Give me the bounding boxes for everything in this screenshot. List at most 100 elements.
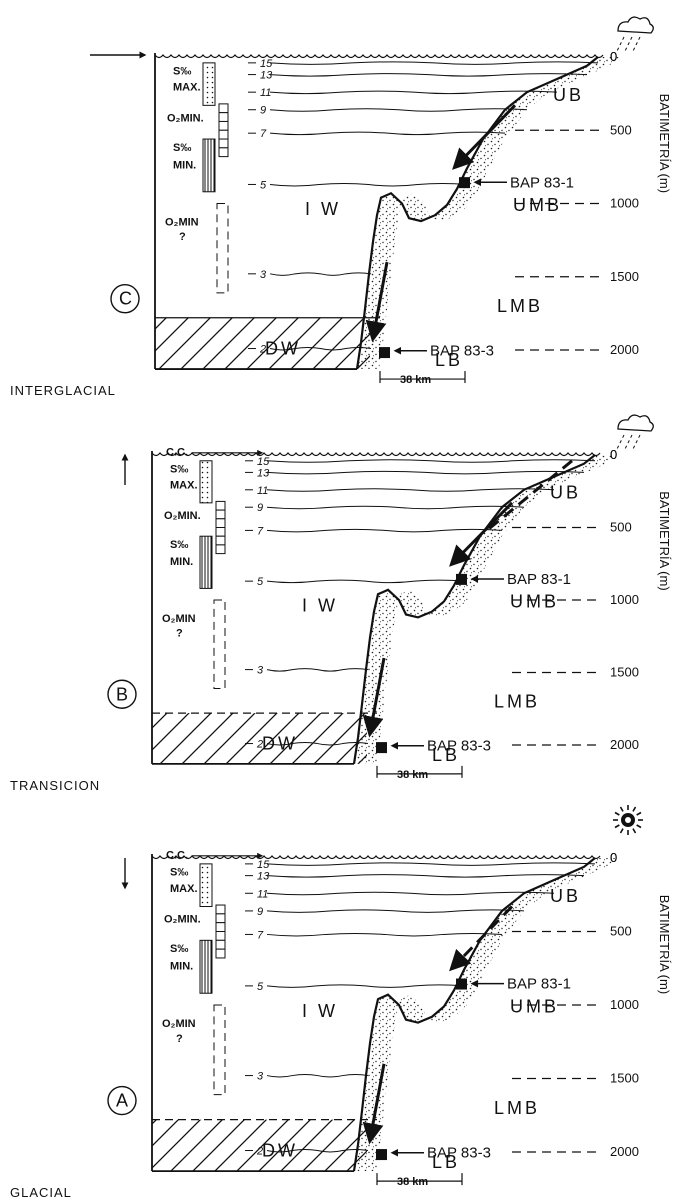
scale-label: 38 km (397, 1176, 428, 1188)
salinity-max-label: S‰ (173, 66, 191, 78)
core-marker-shallow (456, 978, 467, 990)
zone-lmb: LMB (494, 691, 540, 711)
scale-label: 38 km (400, 374, 431, 386)
rain-line (615, 36, 625, 54)
depth-tick-label: 1000 (610, 196, 639, 211)
salinity-max-bar (199, 863, 213, 908)
depth-tick-label: 0 (610, 447, 617, 462)
zone-umb: UMB (510, 996, 559, 1016)
isotherm-line (266, 488, 555, 492)
core-marker-shallow (459, 177, 470, 189)
salinity-max-bar (199, 460, 213, 504)
rain-line (615, 434, 625, 452)
core-label-shallow: BAP 83-1 (507, 571, 571, 588)
isotherm-label: 7 (257, 525, 264, 537)
zone-ub: UB (550, 886, 581, 906)
isotherm-label: 2 (256, 1146, 263, 1158)
deep-water-hatch (152, 1119, 367, 1172)
oxygen-min-uncertain-label: O₂MIN (162, 613, 196, 625)
salinity-max-label: MAX. (173, 82, 201, 94)
isotherm-label: 3 (257, 1071, 264, 1083)
depth-tick-label: 1500 (610, 269, 639, 284)
core-marker-deep (376, 742, 387, 754)
scale-label: 38 km (397, 769, 428, 781)
isotherm-line (266, 932, 503, 937)
isotherm-label: 9 (260, 105, 266, 117)
isotherm-line (266, 984, 465, 988)
panel-letter: A (116, 1091, 131, 1111)
salinity-min-bar (199, 939, 213, 994)
oxygen-min-box (215, 518, 226, 528)
isotherm-label: 7 (260, 128, 267, 140)
isotherm-label: 15 (257, 859, 270, 871)
depth-tick-label: 500 (610, 520, 632, 535)
oxygen-min-box (215, 931, 226, 941)
deep-water-hatch (155, 317, 370, 370)
depth-tick-label: 2000 (610, 342, 639, 357)
panel-stage: TRANSICION (10, 778, 100, 793)
salinity-max-bar (202, 62, 216, 106)
oxygen-min-box (218, 138, 229, 149)
rain-line (631, 36, 641, 54)
panel-letter-circle (110, 284, 140, 314)
zone-ub: UB (550, 483, 581, 503)
depth-tick-label: 0 (610, 850, 617, 865)
rain-line (623, 434, 633, 452)
slope-flow-arrow (452, 104, 517, 170)
salinity-min-label: S‰ (170, 539, 188, 551)
panel-letter-circle (107, 679, 137, 709)
sun-ray (614, 811, 620, 816)
isotherm-line (266, 909, 525, 913)
oxygen-min-uncertain-label: ? (176, 1033, 183, 1045)
salinity-min-label: S‰ (170, 943, 188, 955)
oxygen-min-box (215, 904, 226, 915)
oxygen-min-box (218, 147, 229, 158)
water-mass-dw: DW (265, 338, 301, 358)
oxygen-min-box (215, 509, 226, 520)
panel-letter: B (116, 684, 131, 704)
panel-letter: C (119, 289, 135, 309)
salinity-min-label: S‰ (173, 142, 191, 154)
isotherm-label: 5 (260, 179, 267, 191)
oxygen-min-uncertain-label: O₂MIN (165, 216, 199, 228)
cloud-icon (615, 16, 654, 54)
water-mass-iw: I W (302, 596, 338, 616)
cloud-shape (617, 414, 654, 432)
oxygen-min-box (215, 948, 226, 959)
isotherm-line (266, 528, 503, 533)
depth-tick-label: 2000 (610, 1144, 639, 1159)
depth-tick-label: 1500 (610, 1071, 639, 1086)
core-label-deep: BAP 83-3 (427, 738, 491, 755)
core-label-shallow: BAP 83-1 (507, 976, 571, 993)
isotherm-label: 9 (257, 502, 263, 514)
isotherm-line (266, 862, 596, 866)
isotherm-line (269, 90, 558, 95)
depth-tick-label: 0 (610, 447, 617, 462)
isotherm-label: 9 (257, 906, 263, 918)
sun-ray (632, 828, 637, 834)
isotherm-line (266, 874, 585, 878)
isotherm-label: 2 (259, 344, 266, 356)
oxygen-min-box (215, 913, 226, 924)
axis-title: BATIMETRÍA (m) (657, 491, 672, 590)
salinity-min-label: MIN. (170, 556, 193, 568)
oxygen-min-label: O₂MIN. (167, 112, 204, 124)
isotherm-label: 11 (257, 485, 268, 497)
oxygen-min-box (215, 939, 226, 950)
core-marker-deep (379, 347, 390, 359)
sun-ray (632, 806, 637, 812)
core-marker-deep (376, 1149, 387, 1161)
oxygen-min-box (218, 103, 229, 114)
rain-line (631, 434, 641, 452)
isotherm-line (266, 470, 585, 475)
isotherm-line (269, 272, 372, 276)
isotherm-line (266, 668, 369, 672)
oxygen-min-box (218, 129, 229, 140)
depth-tick-label: 2000 (610, 737, 639, 752)
oxygen-min-label: O₂MIN. (164, 914, 201, 926)
oxygen-min-uncertain-label: ? (179, 231, 186, 243)
water-mass-dw: DW (262, 733, 298, 753)
